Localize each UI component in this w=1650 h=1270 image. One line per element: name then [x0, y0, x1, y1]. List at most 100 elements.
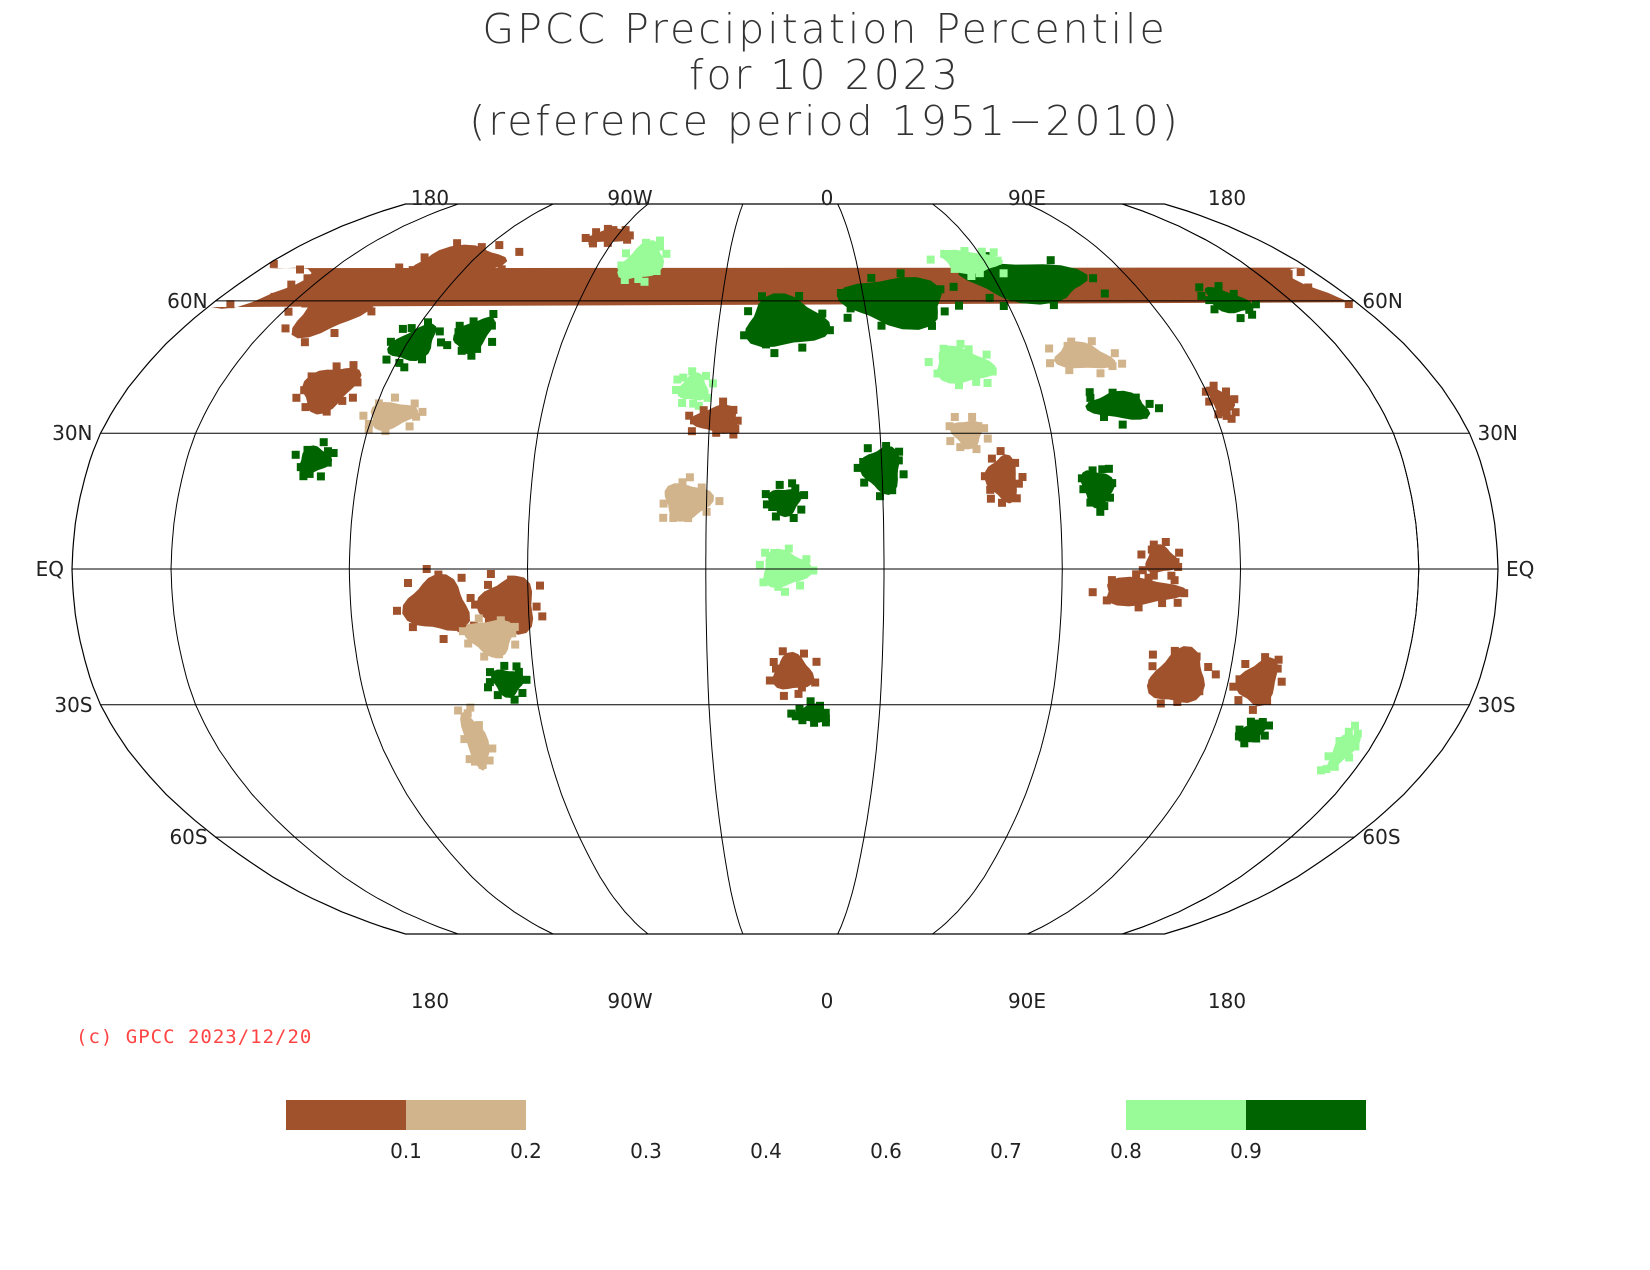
pixel-cell	[968, 412, 977, 421]
pixel-cell	[1077, 474, 1086, 483]
pixel-cell	[896, 269, 905, 278]
pixel-cell	[301, 299, 310, 308]
pixel-cell	[292, 393, 301, 402]
pixel-cell	[983, 434, 992, 443]
pixel-cell	[926, 255, 935, 264]
region-kazakhstan	[936, 345, 997, 384]
pixel-cell	[480, 652, 489, 661]
pixel-cell	[795, 704, 804, 713]
pixel-cell	[1241, 660, 1250, 668]
pixel-cell	[797, 683, 806, 692]
pixel-cell	[1353, 729, 1362, 738]
pixel-cell	[466, 594, 475, 602]
pixel-cell	[800, 649, 808, 658]
pixel-cell	[1317, 766, 1325, 775]
pixel-cell	[794, 689, 803, 698]
pixel-cell	[1214, 282, 1223, 291]
pixel-cell	[791, 712, 800, 721]
pixel-cell	[1261, 653, 1270, 662]
pixel-cell	[1351, 742, 1360, 751]
pixel-cell	[469, 317, 478, 326]
pixel-cell	[1137, 550, 1146, 559]
pixel-cell	[688, 367, 697, 376]
region-greenland-east	[617, 240, 665, 280]
pixel-cell	[319, 438, 328, 447]
pixel-cell	[454, 328, 463, 337]
pixel-cell	[408, 266, 417, 275]
pixel-cell	[455, 321, 464, 330]
pixel-cell	[1240, 739, 1249, 748]
pixel-cell	[1067, 337, 1076, 346]
pixel-cell	[809, 566, 818, 575]
pixel-cell	[1088, 466, 1097, 475]
pixel-cell	[1260, 731, 1269, 740]
pixel-cell	[485, 678, 494, 687]
pixel-cell	[408, 623, 417, 632]
pixel-cell	[1204, 663, 1213, 671]
pixel-cell	[779, 691, 788, 700]
region-mongolia	[1053, 341, 1116, 369]
pixel-cell	[761, 490, 770, 499]
pixel-cell	[1273, 664, 1282, 673]
pixel-cell	[437, 338, 445, 347]
pixel-cell	[690, 416, 698, 425]
pixel-cell	[950, 413, 959, 421]
pixel-cell	[484, 580, 492, 589]
pixel-cell	[758, 292, 766, 301]
pixel-cell	[439, 635, 448, 643]
pixel-cell	[1222, 411, 1231, 420]
pixel-cell	[1148, 662, 1157, 671]
top-lon-label: 90W	[607, 186, 652, 210]
pixel-cell	[1147, 545, 1156, 554]
meridian-90	[932, 203, 1063, 935]
map-outline	[71, 203, 1499, 935]
legend-tick-label: 0.4	[750, 1139, 782, 1163]
pixel-cell	[374, 399, 383, 408]
pixel-cell	[493, 691, 502, 700]
pixel-cell	[287, 280, 296, 289]
pixel-cell	[1173, 598, 1182, 607]
region-siberia	[958, 263, 1088, 305]
pixel-cell	[1251, 300, 1260, 309]
pixel-cell	[798, 716, 807, 725]
pixel-cell	[740, 331, 749, 340]
pixel-cell	[413, 277, 422, 285]
pixel-cell	[1108, 479, 1117, 488]
pixel-cell	[1322, 765, 1331, 774]
pixel-cell	[998, 498, 1006, 507]
pixel-cell	[1210, 305, 1219, 314]
pixel-cell	[617, 261, 626, 270]
left-lat-label: 60N	[167, 289, 207, 313]
pixel-cell	[592, 228, 601, 237]
pixel-cell	[821, 714, 830, 723]
pixel-cell	[364, 425, 373, 434]
pixel-cell	[989, 248, 998, 257]
pixel-cell	[463, 709, 472, 718]
pixel-cell	[999, 269, 1008, 278]
bottom-lon-label: 0	[821, 989, 834, 1013]
top-lon-label: 180	[411, 186, 449, 210]
pixel-cell	[1170, 576, 1179, 585]
pixel-cell	[620, 276, 629, 284]
pixel-cell	[488, 337, 497, 346]
pixel-cell	[477, 243, 486, 252]
pixel-cell	[843, 313, 852, 322]
pixel-cell	[972, 377, 981, 386]
pixel-cell	[603, 238, 612, 247]
pixel-cell	[1102, 596, 1111, 605]
pixel-cell	[1335, 737, 1344, 746]
pixel-cell	[1161, 538, 1170, 546]
pixel-cell	[391, 393, 399, 402]
legend-tick-label: 0.7	[990, 1139, 1022, 1163]
pixel-cell	[1158, 599, 1167, 608]
pixel-cell	[876, 492, 884, 501]
pixel-cell	[485, 756, 494, 765]
pixel-cell	[538, 612, 547, 621]
pixel-cell	[1235, 725, 1244, 734]
pixel-cell	[338, 396, 347, 405]
region-great-plains	[301, 367, 362, 415]
pixel-cell	[877, 321, 886, 330]
title-line-3: (reference period 1951−2010)	[469, 97, 1181, 145]
pixel-cell	[454, 706, 463, 715]
